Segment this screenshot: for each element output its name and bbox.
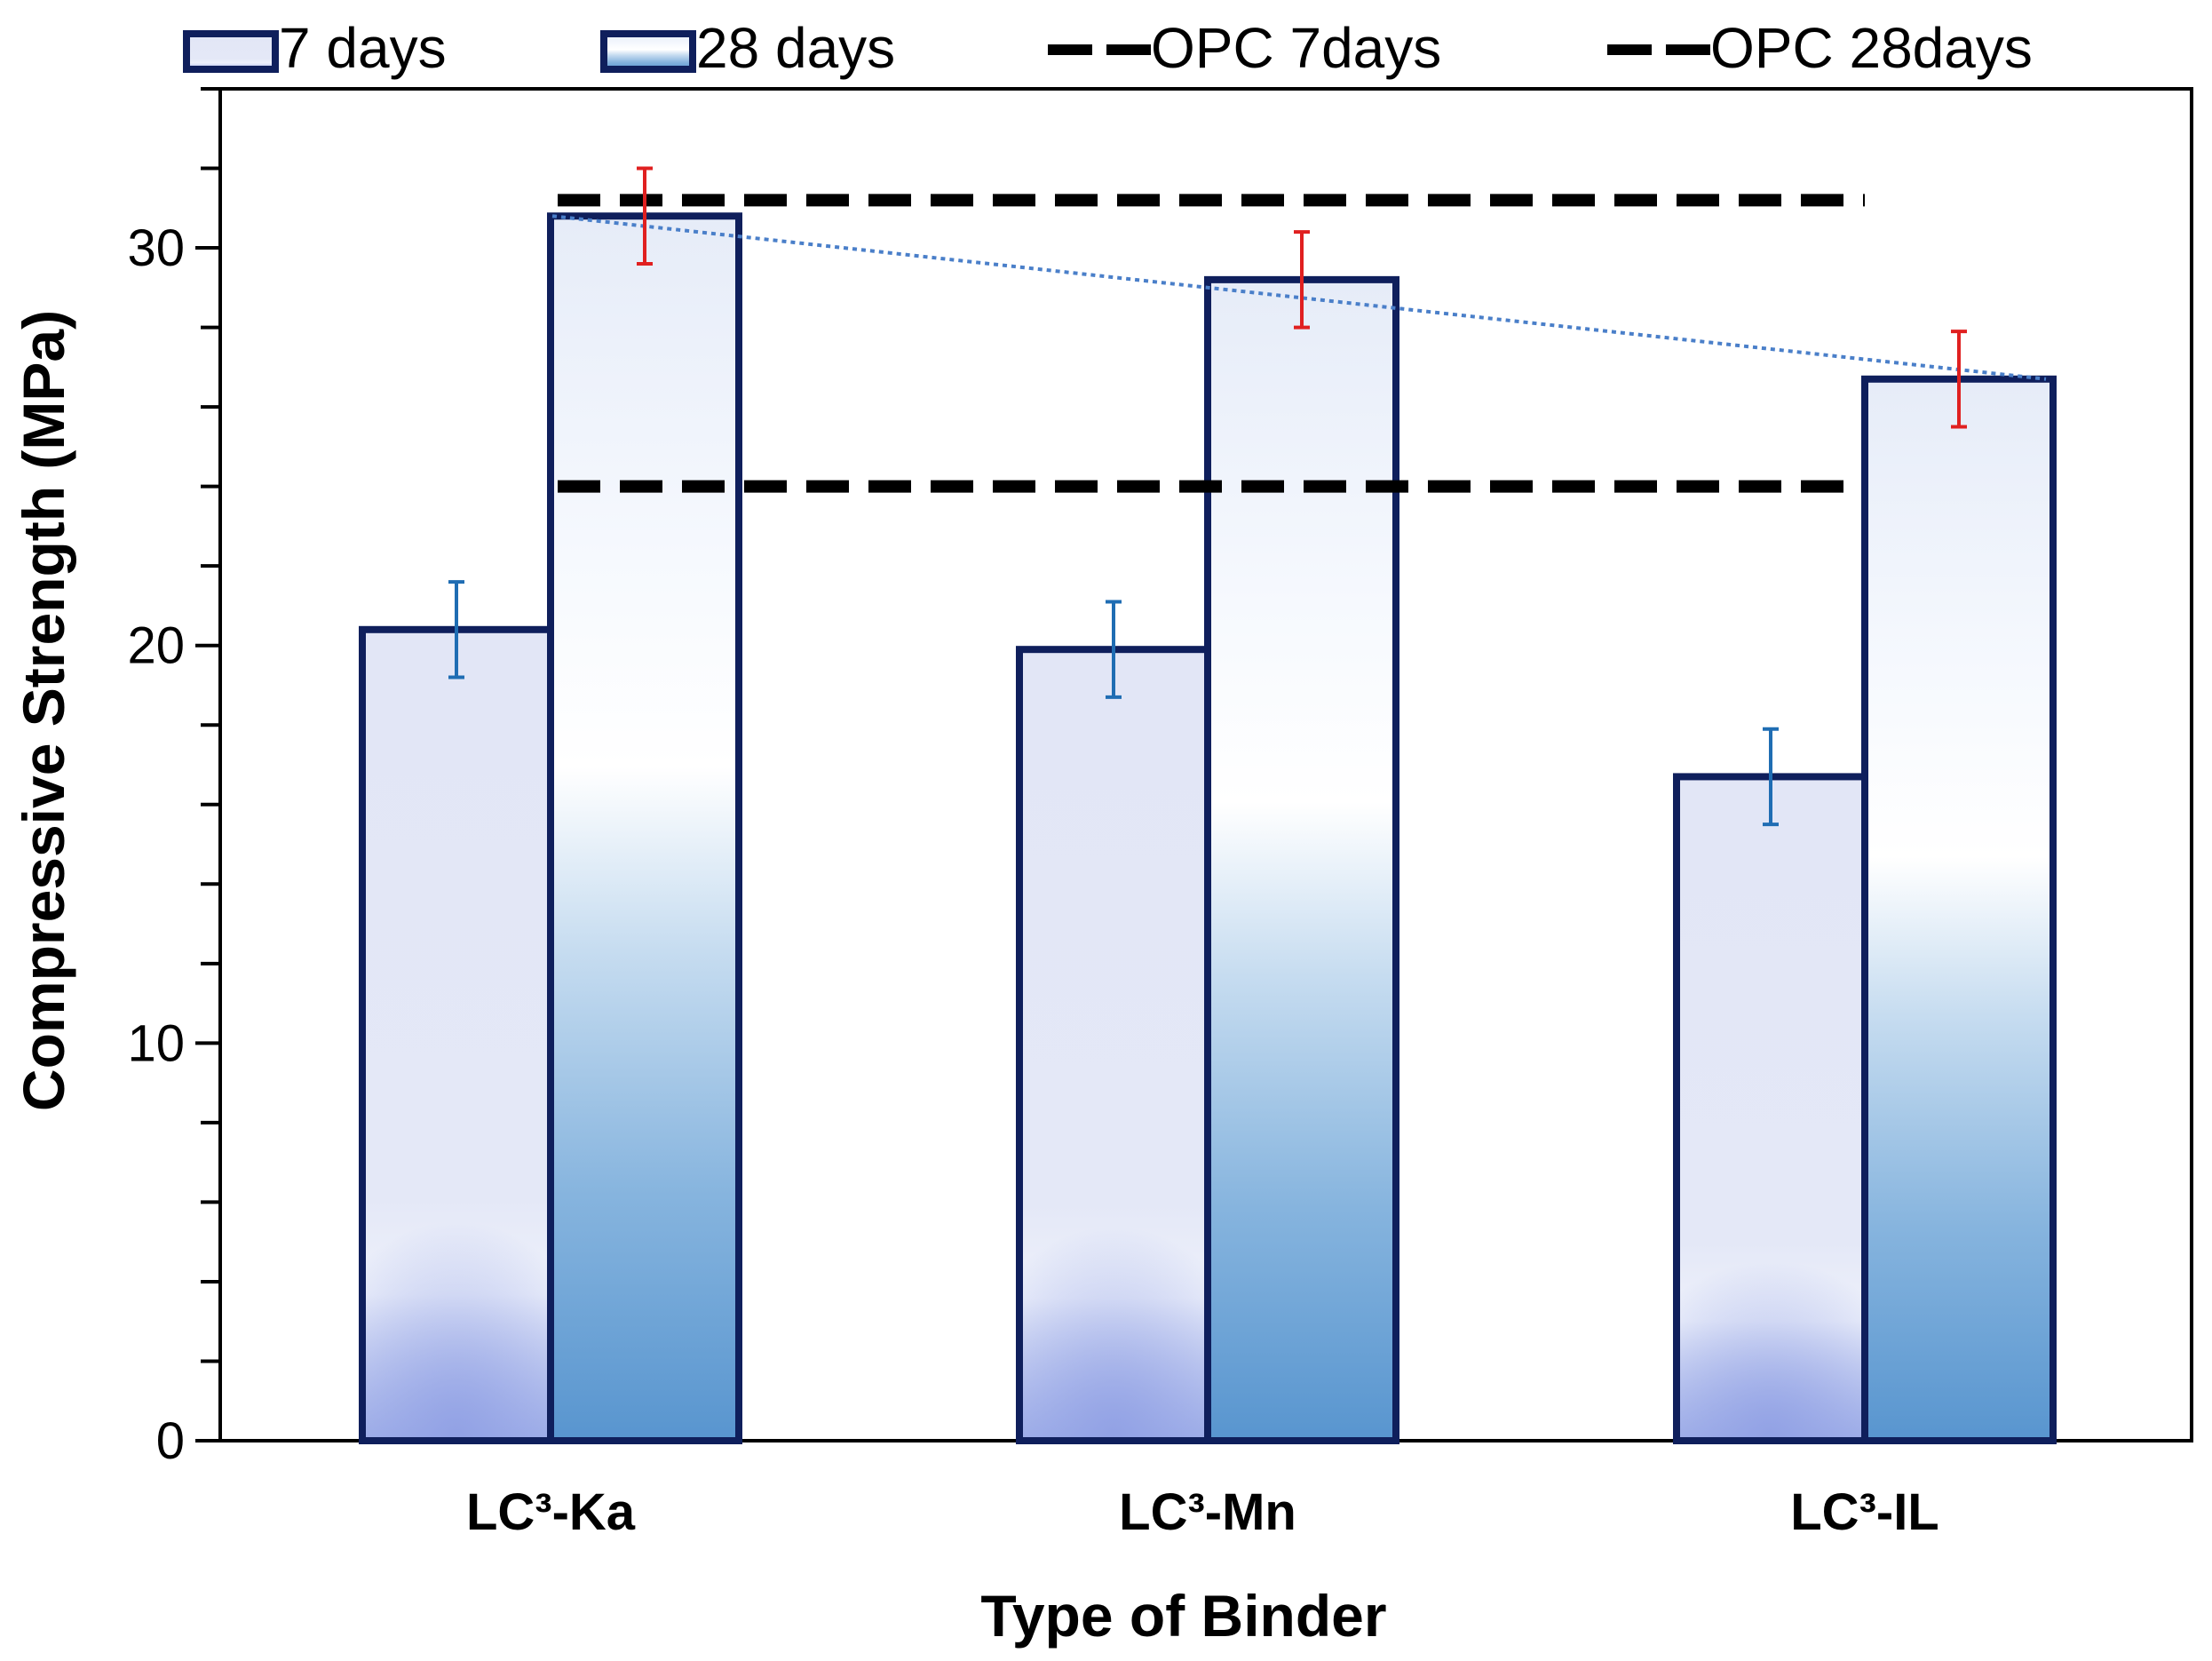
legend-entry-28-days: 28 days bbox=[600, 16, 895, 80]
error-bar-lc-mn-7-days bbox=[1106, 600, 1122, 699]
legend-swatch-7-days bbox=[183, 30, 279, 73]
error-bar-lc-il-7-days bbox=[1763, 727, 1779, 827]
reference-lines bbox=[558, 194, 1865, 493]
error-bar-lc-ka-28-days bbox=[637, 166, 653, 266]
y-tick-label-20: 20 bbox=[127, 617, 185, 675]
legend-label-28-days: 28 days bbox=[696, 16, 895, 80]
legend-swatch-28-days bbox=[600, 30, 696, 73]
y-tick-label-0: 0 bbox=[156, 1412, 185, 1470]
bar-glow-lc-il-7-days bbox=[1680, 1241, 1861, 1437]
bar-glow-lc-mn-7-days bbox=[1023, 1203, 1204, 1437]
bar-lc-il-28-days bbox=[1861, 375, 2057, 1444]
legend-label-7-days: 7 days bbox=[279, 16, 447, 80]
bar-lc-ka-28-days bbox=[547, 212, 742, 1444]
legend-label-opc-28days: OPC 28days bbox=[1710, 16, 2033, 80]
x-tick-label-lc-mn: LC³-Mn bbox=[1119, 1483, 1296, 1541]
error-bars bbox=[448, 166, 1967, 827]
bars bbox=[359, 212, 2057, 1444]
legend-label-opc-7days: OPC 7days bbox=[1151, 16, 1441, 80]
error-bar-lc-ka-7-days bbox=[448, 580, 464, 680]
x-tick-label-lc-il: LC³-IL bbox=[1790, 1483, 1939, 1541]
trendline-28-days bbox=[551, 214, 2047, 381]
trendline bbox=[551, 214, 2047, 381]
bar-lc-mn-28-days bbox=[1204, 275, 1399, 1444]
legend-entry-opc-7days: OPC 7days bbox=[1048, 16, 1441, 80]
error-bar-lc-mn-28-days bbox=[1294, 230, 1310, 330]
x-axis-title: Type of Binder bbox=[980, 1583, 1386, 1649]
y-tick-label-30: 30 bbox=[127, 219, 185, 277]
x-axis: LC³-Ka LC³-Mn LC³-IL bbox=[466, 1483, 1939, 1541]
legend-entry-opc-28days: OPC 28days bbox=[1607, 16, 2033, 80]
x-tick-label-lc-ka: LC³-Ka bbox=[466, 1483, 636, 1541]
y-axis-title: Compressive Strength (MPa) bbox=[11, 310, 76, 1111]
legend-entry-7-days: 7 days bbox=[183, 16, 447, 80]
bar-glow-lc-ka-7-days bbox=[366, 1197, 547, 1437]
error-bar-lc-il-28-days bbox=[1951, 330, 1967, 429]
y-tick-label-10: 10 bbox=[127, 1014, 185, 1072]
y-axis: 0 10 20 30 bbox=[127, 87, 220, 1470]
legend: 7 days 28 days OPC 7days OPC 28days bbox=[183, 16, 2033, 80]
